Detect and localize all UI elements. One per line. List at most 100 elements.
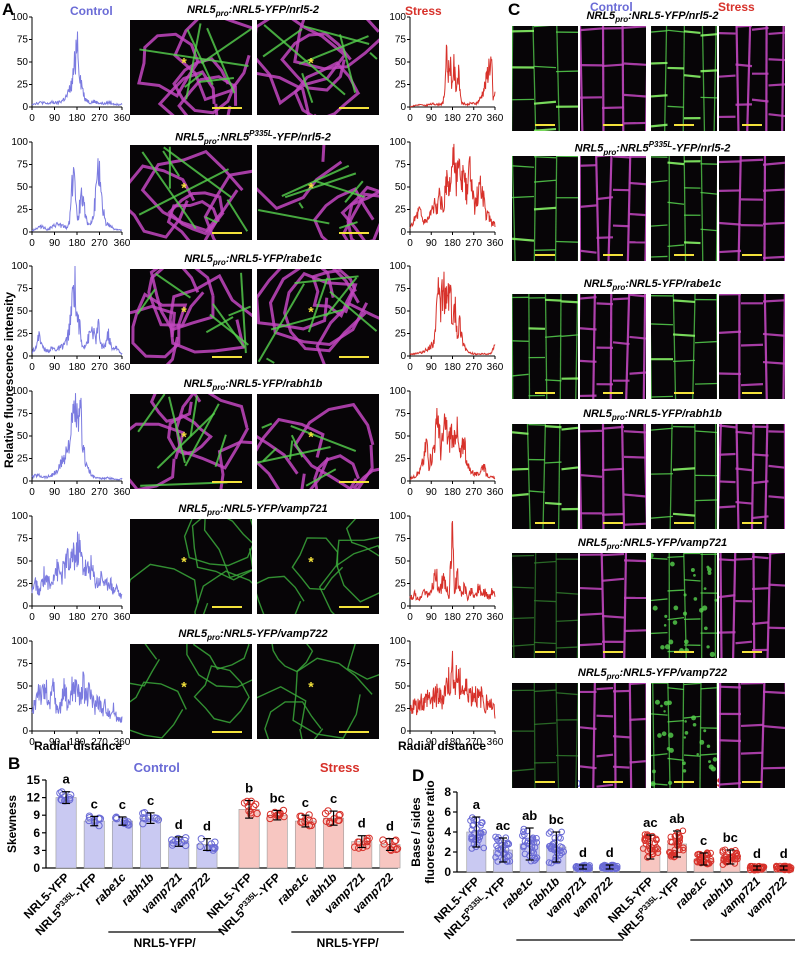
- bar-group: ab: [519, 808, 541, 873]
- title-sub: pro: [212, 383, 226, 393]
- y-tick-label: 100: [389, 261, 406, 272]
- significance-letter: ac: [643, 815, 657, 830]
- panel-a-micrograph-control: *: [130, 519, 252, 614]
- svg-text:*: *: [308, 55, 314, 71]
- data-point: [519, 832, 526, 839]
- significance-letter: d: [579, 845, 587, 860]
- panel-c-micrograph: [512, 26, 578, 131]
- panel-a-micrograph-control: *: [130, 394, 252, 489]
- y-tick-label: 50: [17, 182, 29, 193]
- y-tick-label: 0: [444, 865, 451, 879]
- title-prefix: NRL5: [178, 503, 208, 515]
- x-tick-label: 90: [49, 113, 61, 124]
- data-point: [297, 812, 306, 821]
- title-prefix: NRL5: [577, 537, 607, 549]
- svg-text:*: *: [181, 679, 187, 695]
- data-point: [480, 844, 488, 852]
- title-prefix: NRL5: [183, 378, 213, 390]
- y-tick-label: 100: [11, 386, 28, 397]
- bar-group: d: [746, 846, 768, 874]
- genotype-bracket-label: NRL5-YFP/: [317, 936, 380, 950]
- data-point: [297, 818, 305, 826]
- significance-letter: d: [358, 816, 366, 831]
- y-tick-label: 75: [395, 534, 407, 545]
- y-axis-label: Skewness: [5, 795, 19, 853]
- x-tick-label: 360: [487, 113, 504, 124]
- panel-c-micrograph: [651, 553, 717, 658]
- y-tick-label: 75: [17, 284, 29, 295]
- bar-group: d: [598, 845, 621, 873]
- data-point: [468, 845, 476, 852]
- title-sub: pro: [606, 672, 620, 682]
- x-tick-label: 90: [426, 362, 438, 373]
- group-heading: Control: [134, 760, 180, 775]
- data-point: [379, 836, 387, 844]
- profile-series-line: [31, 31, 123, 107]
- x-tick-label: 180: [444, 113, 461, 124]
- x-tick-label: 0: [407, 362, 413, 373]
- panel-c-construct-title: NRL5pro:NRL5-YFP/nrl5-2: [510, 10, 795, 24]
- data-point: [477, 829, 485, 837]
- x-tick-label: 180: [69, 362, 86, 373]
- profile-chart: 0 25 50 75 100 0 90 180 270 360: [11, 511, 130, 623]
- data-point: [520, 828, 527, 836]
- panel-c-micrograph: [719, 294, 785, 399]
- data-point: [641, 835, 649, 842]
- y-tick-label: 50: [395, 681, 407, 692]
- title-prefix: NRL5: [175, 131, 204, 144]
- data-point: [585, 863, 592, 871]
- title-mid: :NRL5: [616, 142, 649, 155]
- y-tick-label: 25: [17, 329, 29, 340]
- y-tick-label: 50: [17, 431, 29, 442]
- data-point: [120, 819, 129, 828]
- panel-a-micrograph-control: *: [130, 145, 252, 240]
- data-point: [380, 840, 388, 848]
- title-sup: P335L: [648, 140, 673, 149]
- significance-letter: c: [119, 797, 126, 812]
- genotype-bracket-label: NRL5-YFP/: [134, 936, 197, 950]
- panel-c-micrograph: [651, 26, 717, 131]
- bar-group: a: [466, 797, 488, 873]
- panel-c-construct-title: NRL5pro:NRL5-YFP/vamp722: [510, 667, 795, 681]
- svg-text:*: *: [181, 55, 187, 71]
- panel-a-control-header: Control: [70, 4, 113, 18]
- data-point: [704, 851, 712, 859]
- x-tick-label: 90: [426, 238, 438, 249]
- significance-letter: bc: [549, 812, 564, 827]
- data-point: [671, 846, 679, 854]
- data-point: [58, 796, 66, 804]
- panel-b-skewness-chart: 03691215SkewnessaNRL5-YFPcNRL5P335L-YFPc…: [5, 760, 404, 950]
- y-tick-label: 25: [395, 704, 407, 715]
- data-point: [468, 826, 476, 834]
- x-tick-label: 0: [407, 612, 413, 623]
- x-tick-label: 0: [407, 113, 413, 124]
- y-tick-label: 2: [444, 845, 451, 859]
- x-tick-label: 0: [29, 737, 35, 748]
- data-point: [321, 809, 330, 818]
- panel-c-construct-title: NRL5pro:NRL5-YFP/rabe1c: [510, 278, 795, 292]
- data-point: [734, 852, 742, 860]
- data-point: [679, 846, 687, 854]
- title-suffix: -YFP/vamp721: [651, 537, 728, 549]
- panel-a-x-axis-label-stress: Radial distance: [398, 739, 487, 753]
- title-suffix: -YFP/nrl5-2: [660, 10, 719, 22]
- data-point: [392, 836, 400, 844]
- panel-a-construct-title: NRL5pro:NRL5-YFP/rabh1b: [128, 378, 378, 392]
- y-tick-label: 25: [395, 329, 407, 340]
- title-prefix: NRL5: [577, 667, 607, 679]
- y-tick-label: 50: [395, 556, 407, 567]
- data-point: [675, 832, 683, 839]
- panel-c-micrograph: [719, 553, 785, 658]
- data-point: [503, 857, 511, 865]
- y-tick-label: 0: [400, 102, 406, 113]
- significance-letter: b: [245, 781, 253, 796]
- profile-chart: 0 25 50 75 100 0 90 180 270 360: [389, 386, 503, 498]
- title-sub: pro: [207, 508, 221, 518]
- x-tick-label: 360: [487, 238, 504, 249]
- panel-c-micrograph: [651, 294, 717, 399]
- y-tick-label: 75: [17, 160, 29, 171]
- data-point: [520, 825, 528, 833]
- x-tick-label: 90: [426, 612, 438, 623]
- x-tick-label: 360: [487, 612, 504, 623]
- bar-group: bc: [719, 830, 742, 873]
